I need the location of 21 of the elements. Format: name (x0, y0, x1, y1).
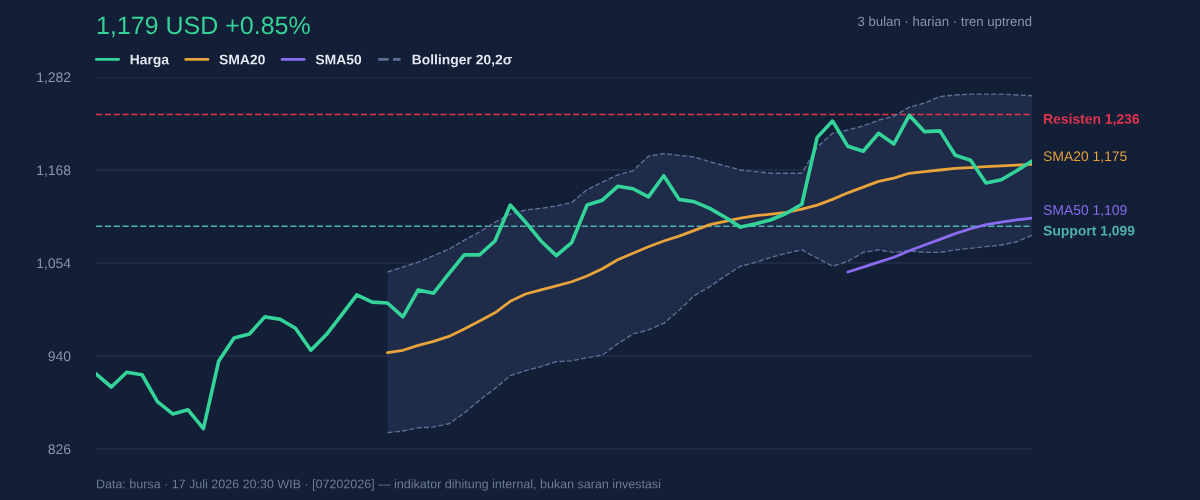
line-series (386, 234, 1032, 434)
y-tick-label: 1,282 (37, 72, 71, 84)
line-series (846, 216, 1032, 274)
legend-label: Harga (130, 54, 170, 68)
legend-label: Bollinger 20,2σ (412, 54, 512, 68)
line-series (386, 93, 1032, 273)
y-tick-label: 1,168 (37, 165, 71, 177)
y-tick-label: 940 (48, 351, 71, 362)
line-series (386, 162, 1032, 355)
ref-line-label: Support 1,099 (1043, 225, 1135, 239)
text: SMA50 1,109 (1043, 205, 1127, 217)
chart-subtitle: 3 bulan · harian · tren uptrend (857, 16, 1032, 29)
y-tick-label: 826 (48, 444, 71, 455)
legend-label: SMA20 (219, 54, 265, 65)
ref-line-label: Resisten 1,236 (1044, 113, 1140, 126)
legend-label: SMA50 (315, 54, 362, 65)
line-series (96, 113, 1032, 431)
text: SMA20 1,175 (1043, 151, 1127, 163)
text: Data: bursa · 17 Juli 2026 20:30 WIB · [07202026] — indikator dihitung internal, bukan saran investasi (97, 479, 661, 491)
y-tick-label: 1,054 (37, 258, 71, 270)
chart-title: 1,179 USD +0.85% (97, 16, 310, 38)
